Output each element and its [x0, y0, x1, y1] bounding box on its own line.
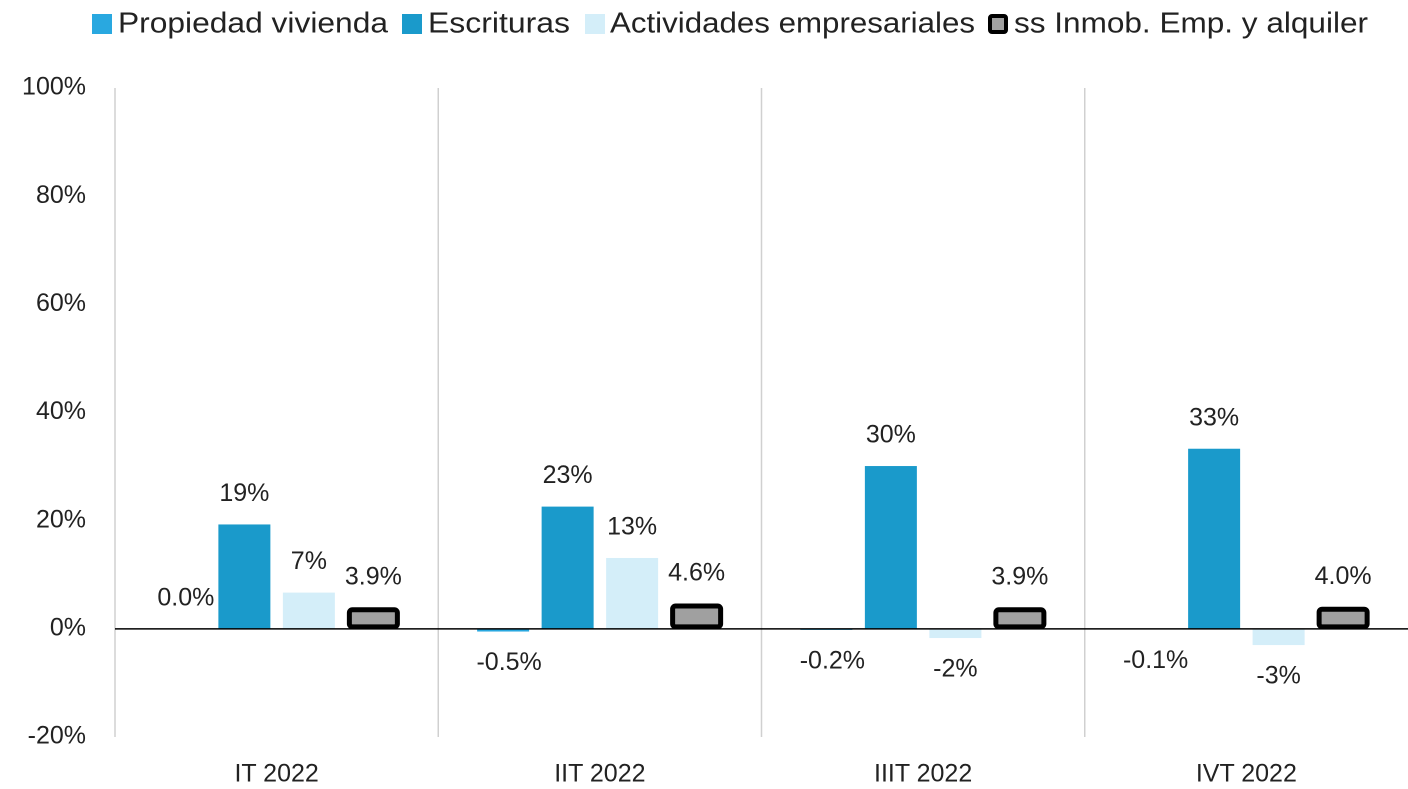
data-label: 7% — [291, 547, 327, 575]
bar — [670, 603, 724, 630]
data-label: 0.0% — [157, 583, 214, 611]
bar — [864, 466, 917, 629]
data-label: 33% — [1189, 403, 1239, 431]
bar — [1188, 448, 1241, 629]
bar — [929, 628, 982, 639]
y-tick-label: 20% — [36, 505, 86, 533]
data-label: 30% — [866, 421, 916, 449]
data-label: -0.1% — [1123, 646, 1188, 674]
bar — [606, 557, 659, 629]
data-label: -3% — [1256, 662, 1300, 690]
legend-label: ss Inmob. Emp. y alquiler — [1014, 8, 1368, 40]
bar — [993, 607, 1047, 630]
bar — [218, 524, 271, 629]
legend-swatch — [988, 14, 1008, 34]
data-label: 19% — [219, 479, 269, 507]
data-label: 3.9% — [991, 562, 1048, 590]
data-label: 4.0% — [1315, 562, 1372, 590]
y-tick-label: 40% — [36, 397, 86, 425]
bar — [477, 628, 530, 632]
legend-swatch — [402, 14, 422, 34]
x-tick-label: IIT 2022 — [554, 760, 645, 788]
x-tick-label: IVT 2022 — [1196, 760, 1297, 788]
bar — [282, 592, 335, 629]
bar — [1252, 628, 1305, 646]
x-tick-label: IT 2022 — [234, 760, 318, 788]
data-label: -0.5% — [476, 648, 541, 676]
legend-swatch — [92, 14, 112, 34]
data-label: 23% — [543, 461, 593, 489]
bar — [541, 506, 594, 629]
legend-swatch — [585, 14, 605, 34]
bar — [346, 607, 400, 630]
legend-label: Propiedad vivienda — [118, 8, 389, 40]
y-tick-label: -20% — [28, 722, 86, 750]
bar — [1316, 606, 1370, 630]
y-tick-label: 60% — [36, 289, 86, 317]
legend-label: Actividades empresariales — [610, 8, 975, 40]
data-label: -2% — [933, 655, 977, 683]
data-label: -0.2% — [800, 647, 865, 675]
data-label: 13% — [607, 513, 657, 541]
data-label: 4.6% — [668, 559, 725, 587]
x-tick-label: IIIT 2022 — [874, 760, 972, 788]
legend-label: Escrituras — [428, 8, 570, 40]
y-tick-label: 100% — [22, 73, 86, 101]
y-tick-label: 80% — [36, 181, 86, 209]
data-label: 3.9% — [345, 562, 402, 590]
y-tick-label: 0% — [50, 613, 86, 641]
